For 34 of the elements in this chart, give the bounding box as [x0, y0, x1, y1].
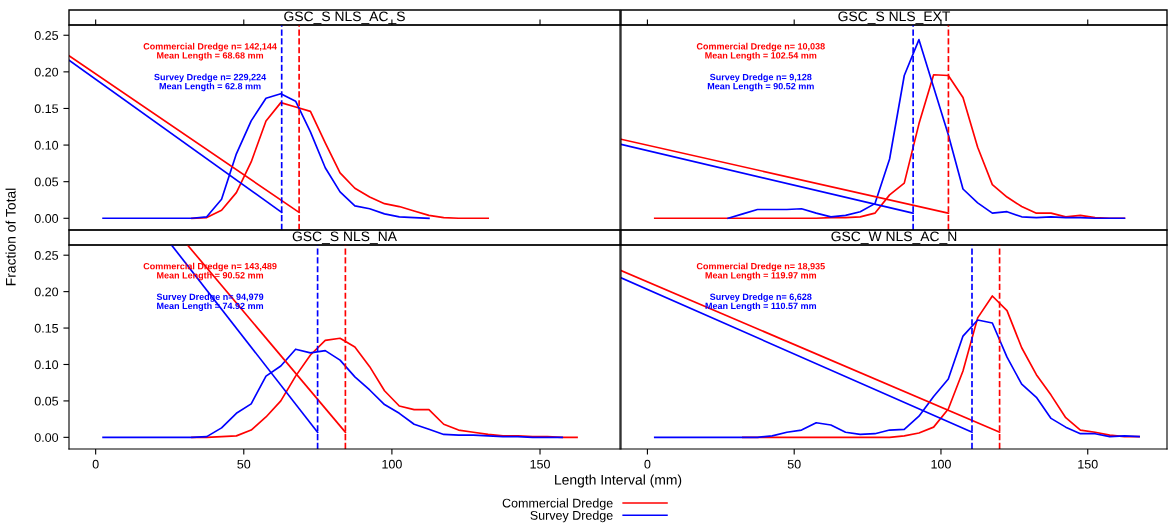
annotation: Survey Dredge n= 9,128 Mean Length = 90.52 mm: [707, 73, 814, 92]
legend-label: Survey Dredge: [530, 510, 613, 523]
x-tick-label: 100: [931, 459, 951, 469]
legend-label: Commercial Dredge: [502, 498, 613, 510]
y-tick-label: 0.20: [34, 67, 59, 77]
chart-title: GSC_W NLS_AC_N: [831, 231, 957, 244]
y-tick-label: 0.15: [34, 104, 59, 114]
y-tick-label: 0.15: [34, 323, 59, 333]
x-tick-label: 0: [92, 459, 99, 469]
x-axis-title: Length Interval (mm): [555, 474, 682, 488]
annotation: Commercial Dredge n= 10,038 Mean Length = 102.54 mm: [696, 42, 825, 61]
annotation: Commercial Dredge n= 18,935 Mean Length = 119.97 mm: [696, 262, 825, 281]
x-tick-label: 150: [530, 459, 550, 469]
annotation: Survey Dredge n= 229,224 Mean Length = 62.8 mm: [154, 73, 267, 92]
annotation: Commercial Dredge n= 142,144 Mean Length = 68.68 mm: [143, 42, 277, 61]
y-axis-title: Fraction of Total: [5, 188, 16, 286]
x-tick-label: 50: [787, 459, 801, 469]
chart-title: GSC_S NLS_EXT: [838, 11, 951, 24]
x-tick-label: 50: [237, 459, 251, 469]
y-tick-label: 0.25: [34, 251, 59, 260]
y-tick-label: 0.05: [34, 396, 59, 406]
y-tick-label: 0.00: [34, 214, 59, 223]
chart-title: GSC_S NLS_AC_S: [284, 11, 405, 24]
x-tick-label: 0: [644, 459, 651, 469]
chart-title: GSC_S NLS_NA: [292, 231, 397, 244]
y-tick-label: 0.10: [34, 140, 59, 150]
y-tick-label: 0.10: [34, 360, 59, 370]
annotation: Survey Dredge n= 6,628 Mean Length = 110.57 mm: [705, 293, 817, 311]
y-tick-label: 0.05: [34, 177, 59, 187]
y-tick-label: 0.00: [34, 433, 59, 442]
y-tick-label: 0.25: [34, 31, 59, 40]
x-tick-label: 100: [382, 459, 402, 469]
y-tick-label: 0.20: [34, 287, 59, 297]
x-tick-label: 150: [1078, 459, 1098, 469]
